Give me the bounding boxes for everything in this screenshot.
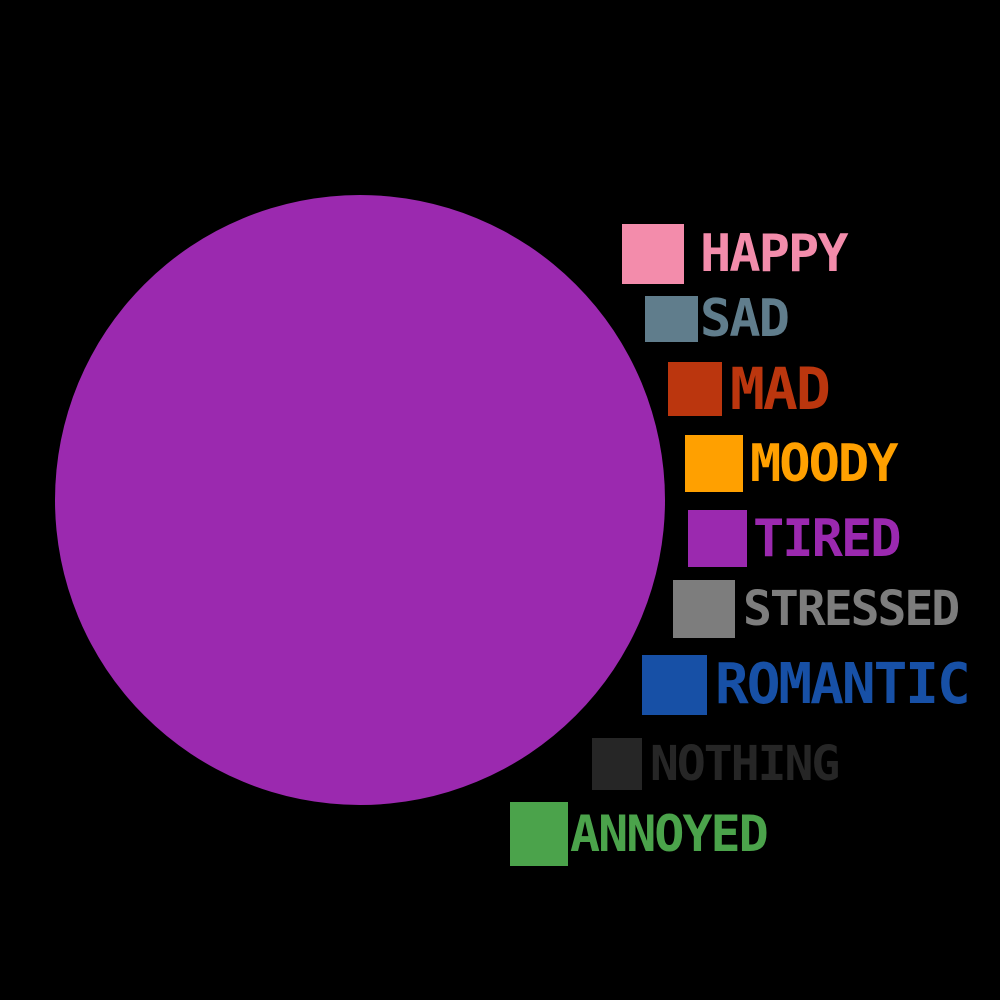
legend-label-happy: HAPPY — [700, 224, 849, 284]
legend-label-tired: TIRED — [753, 508, 902, 569]
legend-label-annoyed: ANNOYED — [570, 805, 769, 863]
legend-label-nothing: NOTHING — [650, 736, 840, 792]
legend-swatch-romantic — [642, 655, 707, 715]
legend-item-stressed: STRESSED — [673, 580, 960, 638]
legend-item-annoyed: ANNOYED — [510, 802, 769, 866]
legend-item-happy: HAPPY — [622, 224, 849, 284]
legend-label-moody: MOODY — [750, 433, 899, 494]
legend-swatch-stressed — [673, 580, 735, 638]
legend-label-stressed: STRESSED — [743, 581, 960, 637]
legend-swatch-moody — [685, 435, 743, 492]
legend-label-romantic: ROMANTIC — [715, 652, 971, 717]
legend-swatch-tired — [688, 510, 747, 567]
legend-swatch-sad — [645, 296, 698, 342]
legend-item-sad: SAD — [645, 289, 790, 349]
legend-label-mad: MAD — [730, 355, 831, 423]
legend-item-moody: MOODY — [685, 433, 899, 494]
legend-item-tired: TIRED — [688, 508, 902, 569]
legend-swatch-mad — [668, 362, 722, 416]
legend-label-sad: SAD — [700, 289, 790, 349]
legend-item-nothing: NOTHING — [592, 736, 840, 792]
pie-slice-tired — [55, 195, 665, 805]
legend-swatch-nothing — [592, 738, 642, 790]
legend-swatch-happy — [622, 224, 684, 284]
legend-swatch-annoyed — [510, 802, 568, 866]
legend-item-mad: MAD — [668, 355, 831, 423]
legend-item-romantic: ROMANTIC — [642, 652, 971, 717]
